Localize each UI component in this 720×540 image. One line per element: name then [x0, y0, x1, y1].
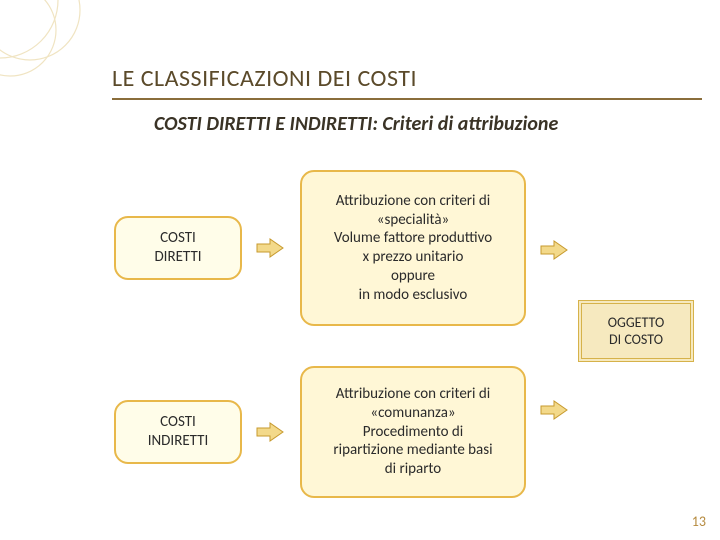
corner-decoration	[0, 0, 100, 100]
slide-subtitle: COSTI DIRETTI E INDIRETTI: Criteri di at…	[154, 112, 558, 136]
title-underline	[112, 98, 702, 100]
arrow-indiretti-to-criteria	[256, 422, 284, 442]
box-costi-indiretti-label: COSTI INDIRETTI	[116, 409, 240, 455]
box-criteria-specialita: Attribuzione con criteri di «specialità»…	[300, 170, 526, 326]
slide-subtitle-text: COSTI DIRETTI E INDIRETTI: Criteri di at…	[154, 112, 558, 136]
box-oggetto-label: OGGETTO DI COSTO	[608, 314, 664, 348]
slide-number-text: 13	[692, 513, 706, 530]
box-costi-diretti: COSTI DIRETTI	[114, 216, 242, 280]
slide-title-text: LE CLASSIFICAZIONI DEI COSTI	[112, 64, 417, 93]
arrow-diretti-to-criteria	[256, 238, 284, 258]
box-costi-indiretti: COSTI INDIRETTI	[114, 400, 242, 464]
arrow-crit1-to-oggetto	[540, 240, 568, 260]
box-costi-diretti-label: COSTI DIRETTI	[116, 225, 240, 271]
arrow-crit2-to-oggetto	[540, 400, 568, 420]
slide-number: 13	[692, 513, 706, 530]
slide-title: LE CLASSIFICAZIONI DEI COSTI	[112, 64, 417, 93]
box-criteria-comunanza-text: Attribuzione con criteri di «comunanza» …	[302, 381, 524, 483]
box-criteria-specialita-text: Attribuzione con criteri di «specialità»…	[302, 188, 524, 309]
box-oggetto-di-costo: OGGETTO DI COSTO	[578, 300, 694, 362]
box-criteria-comunanza: Attribuzione con criteri di «comunanza» …	[300, 366, 526, 498]
